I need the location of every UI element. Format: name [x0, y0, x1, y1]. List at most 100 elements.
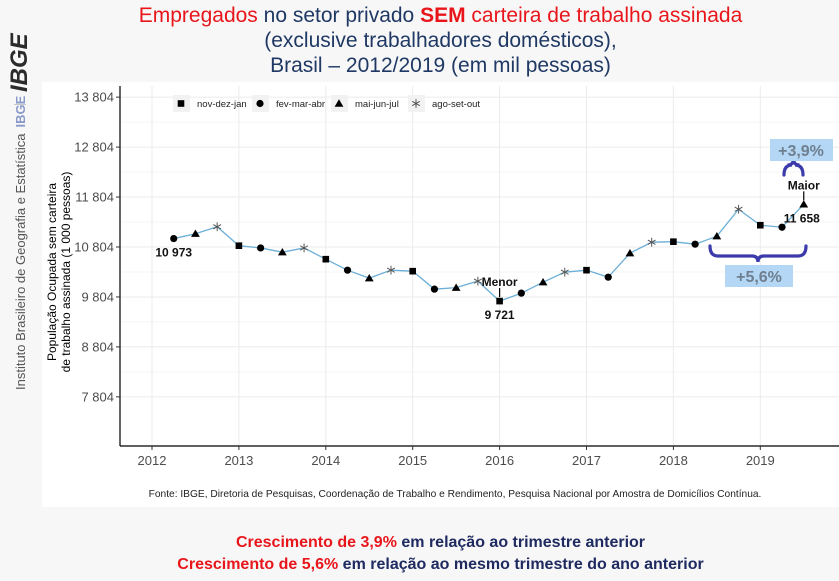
y-axis-label-line-1: População Ocupada sem carteira — [45, 183, 59, 361]
data-point-triangle — [538, 277, 548, 286]
title-part-carteira: carteira de trabalho assinada — [465, 4, 743, 27]
footer-growth-quarter-text: em relação ao trimestre anterior — [396, 534, 646, 551]
asterisk-stroke — [411, 100, 421, 107]
data-point-circle — [691, 240, 699, 248]
asterisk-stroke — [734, 206, 743, 212]
data-point-circle — [778, 223, 786, 231]
circle-marker — [430, 285, 439, 293]
triangle-marker — [712, 232, 722, 240]
triangle-marker — [799, 200, 809, 208]
asterisk-stroke — [386, 267, 396, 273]
data-point-asterisk — [560, 267, 569, 277]
square-marker — [177, 100, 185, 107]
x-tick-label: 2018 — [659, 453, 688, 468]
data-point-asterisk — [734, 204, 743, 214]
title-part-setor: no setor privado — [257, 4, 421, 27]
y-axis-ticks: 7 804 8 804 9 804 10 804 11 804 12 804 13 804 — [74, 90, 120, 404]
legend-square-icon — [177, 100, 185, 107]
triangle-marker — [277, 247, 287, 256]
data-point-circle — [604, 273, 612, 281]
legend-item-nov-dez-jan: nov-dez-jan — [173, 95, 247, 112]
asterisk-stroke — [299, 245, 309, 251]
growth-badge-quarter-text: +3,9% — [778, 143, 824, 160]
square-marker — [583, 266, 590, 274]
data-point-asterisk — [647, 237, 656, 247]
value-label: 11 658 — [784, 211, 820, 225]
sidebar: IBGE Instituto Brasileiro de Geografia e… — [0, 0, 42, 581]
legend-label: mai-jun-jul — [355, 99, 399, 110]
data-point-triangle — [191, 229, 200, 237]
marker-label-maior: Maior — [788, 178, 820, 192]
title-line-2: (exclusive trabalhadores domésticos), — [264, 29, 617, 52]
legend-label: fev-mar-abr — [276, 99, 325, 110]
title-line-3: Brasil – 2012/2019 (em mil pessoas) — [270, 54, 611, 77]
x-tick-label: 2016 — [485, 453, 514, 468]
circle-marker — [778, 223, 786, 231]
legend-label: ago-set-out — [432, 99, 480, 110]
data-point-square — [235, 242, 243, 250]
x-tick-label: 2015 — [398, 453, 427, 468]
data-point-asterisk — [473, 276, 482, 286]
data-point-asterisk — [213, 222, 222, 232]
footer-growth-year: Crescimento de 5,6% — [177, 556, 339, 573]
square-marker — [322, 255, 330, 263]
triangle-marker — [625, 248, 635, 257]
y-axis-label-line-2: de trabalho assinada (1 000 pessoas) — [59, 172, 73, 373]
x-axis-ticks: 2012 2013 2014 2015 2016 2017 2018 2019 — [138, 446, 775, 468]
legend-item-mai-jun-jul: mai-jun-jul — [331, 95, 399, 112]
data-point-square — [757, 221, 764, 229]
marker-label-menor: Menor — [482, 275, 518, 289]
title-part-sem: SEM — [420, 4, 466, 27]
square-marker — [757, 221, 764, 229]
legend-triangle-icon — [334, 99, 344, 107]
y-tick-label: 7 804 — [81, 389, 114, 404]
axes — [119, 86, 839, 447]
triangle-marker — [334, 99, 344, 107]
series-line — [173, 203, 805, 302]
circle-marker — [604, 273, 612, 281]
data-point-triangle — [451, 283, 461, 291]
data-point-square — [496, 297, 503, 305]
legend: nov-dez-jan fev-mar-abr mai-jun-jul ago-set… — [173, 95, 480, 112]
y-tick-label: 8 804 — [81, 339, 114, 354]
y-tick-label: 9 804 — [81, 289, 114, 304]
annotations: 10 973 9 721 Menor 11 658 Maior +3,9% +5,6% — [155, 139, 833, 322]
triangle-marker — [364, 273, 374, 282]
data-point-triangle — [625, 248, 635, 257]
data-point-circle — [517, 289, 525, 297]
y-tick-label: 11 804 — [75, 190, 114, 205]
x-tick-label: 2019 — [746, 453, 775, 468]
data-point-square — [583, 266, 590, 274]
triangle-marker — [451, 283, 461, 291]
legend-asterisk-icon — [411, 99, 421, 108]
data-markers — [170, 200, 809, 305]
grid-lines — [120, 86, 839, 446]
data-point-triangle — [799, 200, 809, 208]
data-point-triangle — [364, 273, 374, 282]
footer-growth-quarter: Crescimento de 3,9% — [235, 534, 397, 551]
growth-badge-quarter — [770, 139, 833, 161]
circle-marker — [517, 289, 525, 297]
data-point-circle — [430, 285, 439, 293]
data-point-asterisk — [386, 265, 396, 275]
data-point-square — [670, 238, 677, 246]
circle-marker — [256, 99, 264, 108]
square-marker — [496, 297, 503, 305]
triangle-marker — [538, 277, 548, 286]
y-tick-label: 13 804 — [74, 90, 114, 105]
square-marker — [409, 267, 416, 275]
growth-badge-year — [725, 265, 793, 287]
asterisk-stroke — [473, 278, 482, 284]
title-part-empregados: Empregados — [138, 4, 258, 27]
asterisk-stroke — [560, 269, 569, 275]
y-tick-label: 12 804 — [74, 140, 114, 155]
data-point-square — [409, 267, 416, 275]
brace-shape — [782, 158, 805, 177]
x-tick-label: 2012 — [138, 453, 167, 468]
data-point-triangle — [277, 247, 287, 256]
chart-panel — [42, 82, 839, 507]
circle-marker — [257, 244, 265, 252]
legend-circle-icon — [256, 99, 264, 108]
legend-label: nov-dez-jan — [197, 99, 247, 110]
triangle-marker — [191, 229, 200, 237]
